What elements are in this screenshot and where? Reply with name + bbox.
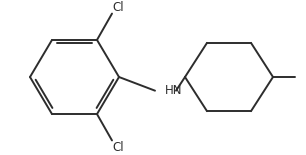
Text: Cl: Cl xyxy=(112,1,124,14)
Text: Cl: Cl xyxy=(112,141,124,154)
Text: HN: HN xyxy=(165,84,182,97)
